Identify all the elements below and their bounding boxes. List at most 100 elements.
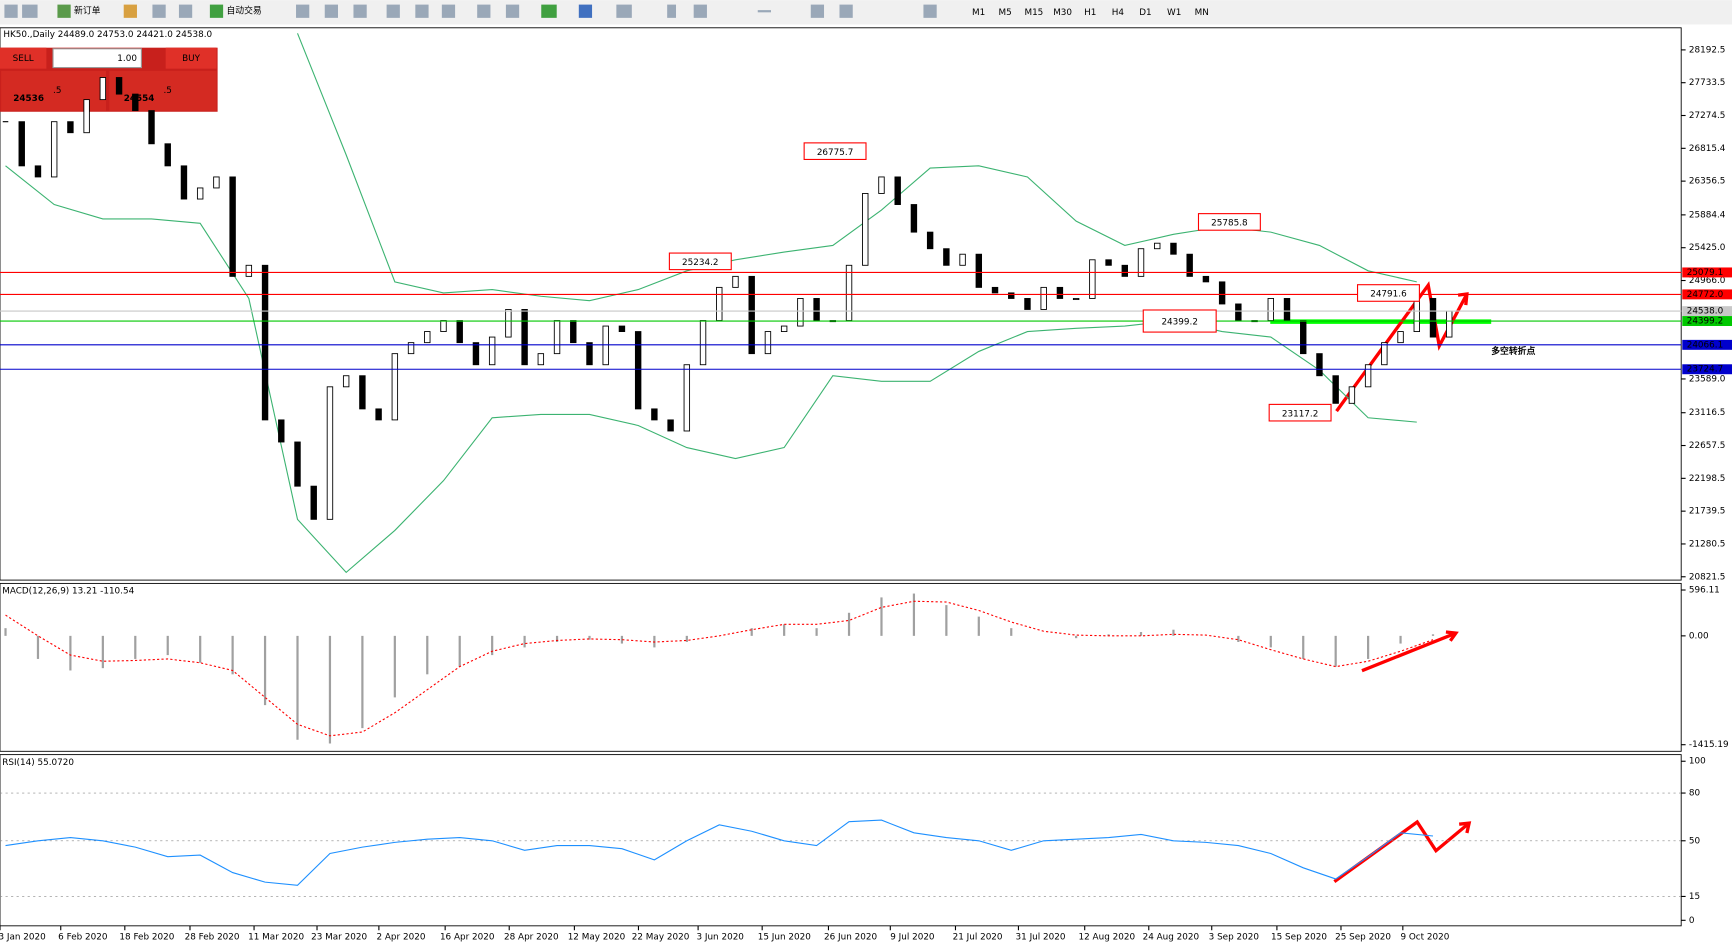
- x-tick-label: 15 Sep 2020: [1271, 932, 1327, 942]
- timeframe-button[interactable]: MN: [1195, 8, 1209, 18]
- icon[interactable]: [209, 4, 224, 18]
- y-tick-label: 50: [1689, 836, 1701, 846]
- candle: [1316, 353, 1323, 377]
- buy-button[interactable]: [165, 47, 217, 69]
- y-tick-label: 20821.5: [1689, 572, 1726, 582]
- icon[interactable]: [667, 4, 677, 18]
- candle: [699, 320, 707, 366]
- x-tick-label: 25 Sep 2020: [1335, 932, 1391, 942]
- candle: [651, 408, 658, 421]
- icon[interactable]: [386, 4, 400, 18]
- ask-pips: .5: [163, 86, 171, 96]
- icon[interactable]: [810, 4, 825, 18]
- icon[interactable]: [57, 4, 71, 18]
- timeframe-button[interactable]: M30: [1053, 8, 1072, 18]
- icon[interactable]: [578, 4, 593, 18]
- icon[interactable]: [693, 4, 707, 18]
- timeframe-button[interactable]: W1: [1167, 8, 1181, 18]
- candle: [34, 165, 42, 178]
- icon[interactable]: [324, 4, 339, 18]
- y-tick-label: 27733.5: [1689, 78, 1726, 88]
- candle: [1040, 286, 1047, 310]
- timeframe-button[interactable]: D1: [1139, 8, 1151, 18]
- icon[interactable]: [296, 4, 310, 18]
- candle: [797, 298, 804, 327]
- candle: [472, 342, 480, 366]
- timeframe-button[interactable]: M5: [999, 8, 1012, 18]
- arrow: [1333, 819, 1471, 883]
- y-tick-label: 22198.5: [1689, 474, 1726, 484]
- candle: [845, 264, 853, 321]
- icon[interactable]: [757, 10, 772, 13]
- icon[interactable]: [4, 4, 18, 18]
- candle: [1202, 275, 1210, 283]
- icon[interactable]: [541, 4, 557, 18]
- y-tick-label: 100: [1689, 757, 1706, 767]
- candle: [1348, 386, 1356, 404]
- candle: [1154, 242, 1161, 250]
- sell-button[interactable]: [0, 47, 47, 69]
- candle: [586, 342, 593, 366]
- candle: [813, 298, 820, 321]
- icon[interactable]: [505, 4, 520, 18]
- level-label-bg: [1682, 316, 1732, 327]
- candle: [148, 110, 155, 145]
- toolbar-label[interactable]: 新订单: [74, 5, 101, 17]
- icon[interactable]: [477, 4, 491, 18]
- candle: [99, 77, 107, 101]
- x-tick-label: 3 Jun 2020: [696, 932, 744, 942]
- icon[interactable]: [152, 4, 166, 18]
- x-tick-label: 3 Jan 2020: [0, 932, 46, 942]
- timeframe-button[interactable]: H1: [1084, 8, 1096, 18]
- icon[interactable]: [441, 4, 456, 18]
- x-tick-label: 2 Apr 2020: [376, 932, 425, 942]
- candle: [1008, 292, 1015, 299]
- icon[interactable]: [123, 4, 137, 18]
- x-tick-label: 12 Aug 2020: [1079, 932, 1136, 942]
- icon[interactable]: [616, 4, 632, 18]
- candle: [1300, 320, 1307, 355]
- timeframe-button[interactable]: M15: [1024, 8, 1043, 18]
- candle: [1267, 298, 1274, 321]
- icon[interactable]: [22, 4, 38, 18]
- lot-field[interactable]: [52, 48, 142, 69]
- candle: [537, 353, 545, 366]
- arrow: [1361, 631, 1457, 673]
- candle: [683, 364, 691, 432]
- buy-price-box[interactable]: [109, 70, 217, 111]
- toolbar-icons: [4, 4, 937, 18]
- x-tick-label: 31 Jul 2020: [1016, 932, 1066, 942]
- candle: [488, 336, 496, 366]
- price-annotation-box: [1268, 403, 1332, 422]
- x-tick-label: 9 Oct 2020: [1400, 932, 1449, 942]
- arrow-head: [1458, 821, 1472, 834]
- candle: [1381, 342, 1388, 366]
- candle: [18, 121, 25, 167]
- candle: [732, 275, 739, 288]
- icon[interactable]: [178, 4, 193, 18]
- candle: [862, 193, 869, 266]
- icon[interactable]: [923, 4, 937, 18]
- icon[interactable]: [415, 4, 429, 18]
- icon[interactable]: [839, 4, 853, 18]
- candle: [407, 342, 415, 355]
- toolbar-label[interactable]: 自动交易: [226, 5, 261, 17]
- icon[interactable]: [353, 4, 367, 18]
- candle: [634, 331, 642, 410]
- candle: [667, 419, 674, 432]
- timeframe-button[interactable]: H4: [1112, 8, 1125, 18]
- level-label: 24399.2: [1687, 317, 1724, 327]
- candle: [440, 320, 447, 332]
- panel-header: HK50.,Daily 24489.0 24753.0 24421.0 2453…: [3, 30, 212, 40]
- price-annotation-box: [803, 142, 867, 161]
- candle: [1024, 298, 1031, 310]
- candle: [894, 176, 901, 205]
- timeframe-button[interactable]: M1: [972, 8, 985, 18]
- candle: [1446, 310, 1453, 338]
- candle: [505, 309, 512, 338]
- level-label: 23724.7: [1687, 365, 1724, 375]
- candle: [943, 248, 950, 266]
- price-annotation-box: [1197, 213, 1261, 231]
